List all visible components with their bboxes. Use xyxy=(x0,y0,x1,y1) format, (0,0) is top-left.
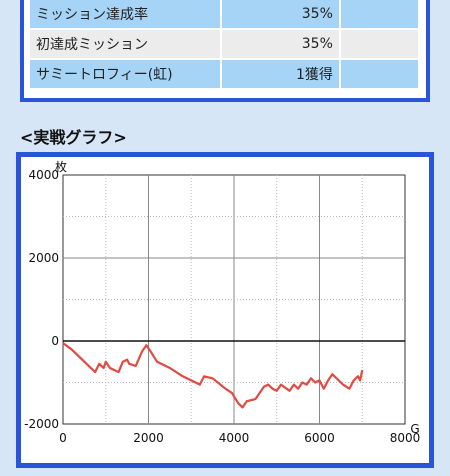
section-title: <実戦グラフ> xyxy=(20,128,127,147)
stats-panel: ミッション達成率 35% 初達成ミッション 35% サミートロフィー(虹) 1獲… xyxy=(20,0,430,102)
x-tick-label: 8000 xyxy=(390,431,421,445)
y-tick-label: 2000 xyxy=(28,251,59,265)
x-tick-label: 2000 xyxy=(133,431,164,445)
stats-label: 初達成ミッション xyxy=(30,29,223,60)
y-tick-label: -2000 xyxy=(24,417,59,431)
stats-label: ミッション達成率 xyxy=(30,0,223,30)
stats-value: 35% xyxy=(221,29,341,60)
stats-value: 1獲得 xyxy=(221,59,341,90)
stats-row-trophy: サミートロフィー(虹) 1獲得 xyxy=(30,59,421,90)
x-tick-label: 6000 xyxy=(304,431,335,445)
y-tick-label: 4000 xyxy=(28,168,59,182)
series-line xyxy=(62,342,364,409)
chart-panel: 4000 2000 0 -2000 0 2000 4000 6000 8000 枚 G xyxy=(16,152,434,468)
stats-value: 35% xyxy=(221,0,341,30)
stats-table: ミッション達成率 35% 初達成ミッション 35% サミートロフィー(虹) 1獲… xyxy=(30,0,421,90)
x-tick-label: 4000 xyxy=(219,431,250,445)
y-axis-label: 枚 xyxy=(55,159,67,174)
stats-extra-cell xyxy=(339,29,421,60)
stats-row-mission-rate: ミッション達成率 35% xyxy=(30,0,421,30)
y-tick-label: 0 xyxy=(51,334,59,348)
stats-extra-cell xyxy=(339,59,421,90)
x-axis-label: G xyxy=(410,422,419,436)
x-tick-label: 0 xyxy=(59,431,67,445)
stats-extra-cell xyxy=(339,0,421,30)
stats-label: サミートロフィー(虹) xyxy=(30,59,223,90)
stats-row-first-mission: 初達成ミッション 35% xyxy=(30,29,421,60)
